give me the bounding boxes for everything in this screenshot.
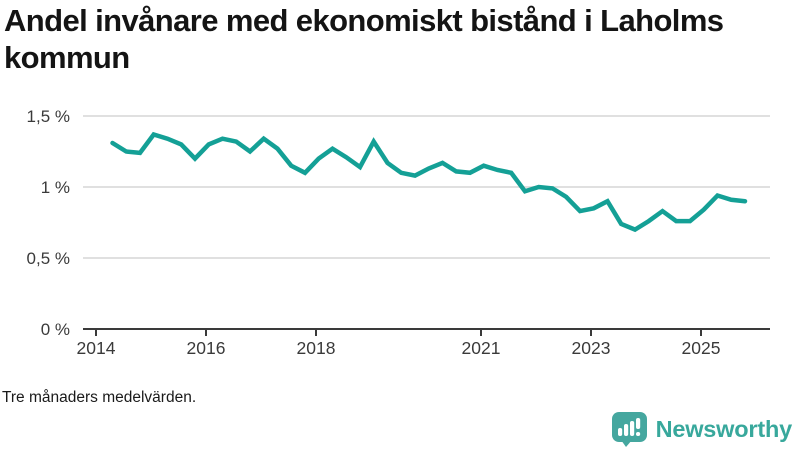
x-axis-label: 2016	[187, 338, 226, 358]
newsworthy-logo: Newsworthy	[611, 412, 792, 447]
x-axis-label: 2025	[682, 338, 721, 358]
chart-footnote: Tre månaders medelvärden.	[2, 389, 197, 406]
chart-title: Andel invånare med ekonomiskt bistånd i …	[4, 2, 796, 76]
data-line	[110, 131, 748, 233]
x-axis-label: 2014	[77, 338, 116, 358]
x-axis-label: 2023	[572, 338, 611, 358]
newsworthy-wordmark: Newsworthy	[655, 416, 793, 442]
x-axis-label: 2021	[462, 338, 501, 358]
chart-title-line-2: kommun	[4, 40, 130, 75]
y-axis-label: 1,5 %	[27, 107, 70, 126]
newsworthy-logo-icon	[611, 412, 647, 447]
x-axis-label: 2018	[297, 338, 336, 358]
y-axis-label: 1 %	[41, 178, 70, 197]
chart-title-line-1: Andel invånare med ekonomiskt bistånd i …	[4, 3, 724, 38]
y-axis-label: 0 %	[41, 320, 70, 339]
line-chart: 0 % 0,5 % 1 % 1,5 % 2014 2016 2018 2021 2023 2025	[27, 107, 770, 358]
y-axis-label: 0,5 %	[27, 249, 70, 268]
